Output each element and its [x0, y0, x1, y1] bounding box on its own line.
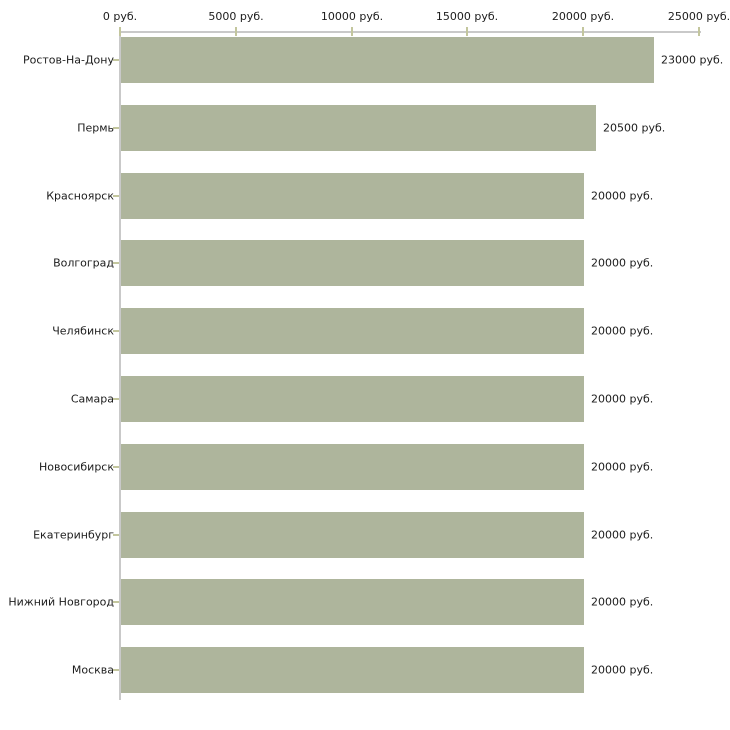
y-axis-line: [119, 31, 121, 700]
value-label: 20000 руб.: [591, 460, 654, 474]
category-label: Екатеринбург: [33, 528, 114, 542]
category-tick-mark: [113, 534, 119, 536]
category-label: Пермь: [77, 121, 114, 135]
value-label: 20000 руб.: [591, 189, 654, 203]
value-label: 20000 руб.: [591, 528, 654, 542]
category-tick-mark: [113, 262, 119, 264]
value-label: 23000 руб.: [661, 53, 724, 67]
x-tick-mark: [351, 27, 353, 36]
value-label: 20000 руб.: [591, 392, 654, 406]
bar-6: [121, 376, 584, 422]
category-tick-mark: [113, 601, 119, 603]
category-tick-mark: [113, 59, 119, 61]
category-tick-mark: [113, 398, 119, 400]
x-tick-label: 20000 руб.: [551, 10, 615, 23]
category-label: Самара: [70, 392, 114, 406]
x-tick-mark: [235, 27, 237, 36]
x-tick-mark: [466, 27, 468, 36]
x-tick-label: 10000 руб.: [320, 10, 384, 23]
category-label: Волгоград: [53, 256, 114, 270]
bar-8: [121, 512, 584, 558]
category-tick-mark: [113, 195, 119, 197]
bar-3: [121, 173, 584, 219]
category-tick-mark: [113, 127, 119, 129]
x-axis-line: [119, 31, 701, 33]
x-tick-label: 15000 руб.: [435, 10, 499, 23]
category-label: Новосибирск: [38, 460, 114, 474]
x-tick-mark: [582, 27, 584, 36]
category-label: Челябинск: [52, 324, 114, 338]
x-tick-mark: [119, 27, 121, 36]
x-tick-label: 5000 руб.: [208, 10, 264, 23]
category-label: Красноярск: [46, 189, 114, 203]
x-tick-label: 25000 руб.: [667, 10, 730, 23]
category-label: Нижний Новгород: [8, 595, 114, 609]
category-tick-mark: [113, 330, 119, 332]
value-label: 20000 руб.: [591, 663, 654, 677]
bar-1: [121, 37, 654, 83]
category-tick-mark: [113, 669, 119, 671]
category-tick-mark: [113, 466, 119, 468]
x-tick-mark: [698, 27, 700, 36]
value-label: 20500 руб.: [603, 121, 666, 135]
bar-4: [121, 240, 584, 286]
value-label: 20000 руб.: [591, 595, 654, 609]
category-label: Москва: [71, 663, 114, 677]
bar-2: [121, 105, 596, 151]
bar-9: [121, 579, 584, 625]
category-label: Ростов-На-Дону: [22, 53, 114, 67]
value-label: 20000 руб.: [591, 256, 654, 270]
bar-5: [121, 308, 584, 354]
bar-7: [121, 444, 584, 490]
x-tick-label: 0 руб.: [102, 10, 138, 23]
bar-10: [121, 647, 584, 693]
value-label: 20000 руб.: [591, 324, 654, 338]
